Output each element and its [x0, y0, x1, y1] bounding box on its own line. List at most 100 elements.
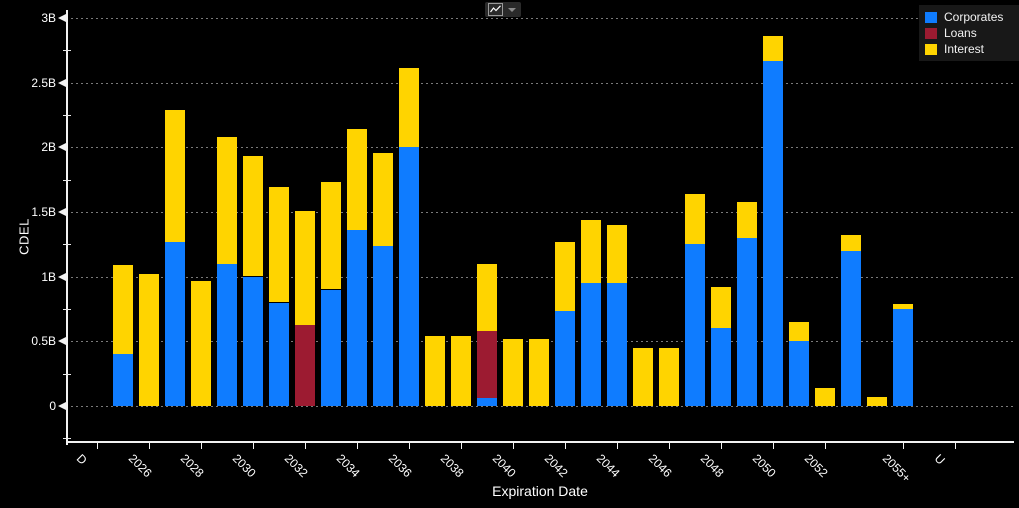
bar-segment-corporates-2049[interactable] — [737, 238, 757, 406]
x-tick — [201, 443, 202, 449]
bar-segment-corporates-2047[interactable] — [685, 244, 705, 406]
x-tick — [253, 443, 254, 449]
bar-segment-corporates-2029[interactable] — [217, 264, 237, 406]
bar-segment-loans-2039[interactable] — [477, 331, 497, 398]
bar-segment-interest-2047[interactable] — [685, 194, 705, 244]
x-tick — [97, 443, 98, 449]
x-tick-label: 2038 — [437, 451, 467, 481]
bar-segment-interest-2042[interactable] — [555, 242, 575, 311]
bar-segment-interest-2041[interactable] — [529, 339, 549, 406]
bar-segment-interest-2029[interactable] — [217, 137, 237, 264]
x-tick — [461, 443, 462, 449]
bar-segment-interest-2032[interactable] — [295, 211, 315, 325]
x-tick-label: 2028 — [177, 451, 207, 481]
y-tick-label: 0.5B — [31, 334, 56, 348]
y-minor-tick — [63, 50, 71, 51]
x-tick — [409, 443, 410, 449]
bar-segment-corporates-2034[interactable] — [347, 230, 367, 406]
x-tick-label: 2050 — [749, 451, 779, 481]
gridline — [66, 83, 1014, 84]
bar-segment-corporates-2033[interactable] — [321, 290, 341, 406]
bar-segment-interest-2025[interactable] — [113, 265, 133, 354]
legend-item-loans[interactable]: Loans — [925, 25, 1019, 41]
legend-label: Corporates — [944, 9, 1004, 24]
x-tick-label: 2055+ — [879, 451, 914, 486]
bar-segment-interest-2046[interactable] — [659, 348, 679, 406]
bar-segment-interest-2054[interactable] — [867, 397, 887, 406]
x-tick — [773, 443, 774, 449]
bar-segment-interest-2028[interactable] — [191, 281, 211, 406]
x-tick-label: 2040 — [489, 451, 519, 481]
bar-segment-interest-2052[interactable] — [815, 388, 835, 406]
bar-segment-interest-2031[interactable] — [269, 187, 289, 302]
bar-segment-loans-2032[interactable] — [295, 325, 315, 406]
line-chart-icon — [488, 3, 503, 16]
bar-segment-interest-2035[interactable] — [373, 153, 393, 246]
bar-segment-interest-2055+[interactable] — [893, 304, 913, 309]
bar-segment-corporates-2036[interactable] — [399, 147, 419, 406]
interest-swatch — [925, 43, 937, 55]
x-tick-label: 2046 — [645, 451, 675, 481]
bar-segment-corporates-2035[interactable] — [373, 246, 393, 406]
x-axis-line — [66, 441, 1014, 443]
y-tick-arrow — [58, 273, 66, 281]
bar-segment-corporates-2051[interactable] — [789, 341, 809, 406]
bar-segment-corporates-2043[interactable] — [581, 283, 601, 406]
x-tick — [617, 443, 618, 449]
y-tick-arrow — [58, 208, 66, 216]
gridline — [66, 147, 1014, 148]
x-tick-label: 2044 — [593, 451, 623, 481]
y-tick-label: 1B — [41, 270, 56, 284]
bar-segment-corporates-2039[interactable] — [477, 398, 497, 406]
bar-segment-corporates-2031[interactable] — [269, 303, 289, 406]
legend-item-corporates[interactable]: Corporates — [925, 9, 1019, 25]
x-tick-label: 2048 — [697, 451, 727, 481]
bar-segment-corporates-2050[interactable] — [763, 61, 783, 406]
bar-segment-interest-2051[interactable] — [789, 322, 809, 341]
bar-segment-corporates-2044[interactable] — [607, 283, 627, 406]
bar-segment-interest-2053[interactable] — [841, 235, 861, 251]
x-tick-label: D — [73, 451, 90, 468]
bar-segment-interest-2045[interactable] — [633, 348, 653, 406]
bar-segment-interest-2027[interactable] — [165, 110, 185, 242]
bar-segment-interest-2040[interactable] — [503, 339, 523, 406]
bar-segment-interest-2048[interactable] — [711, 287, 731, 328]
bar-segment-corporates-2042[interactable] — [555, 310, 575, 406]
legend: Corporates Loans Interest — [919, 5, 1019, 61]
bar-segment-corporates-2030[interactable] — [243, 277, 263, 406]
bar-segment-interest-2043[interactable] — [581, 220, 601, 283]
x-tick-label: 2032 — [281, 451, 311, 481]
chart-type-button[interactable] — [485, 2, 521, 17]
bar-segment-interest-2037[interactable] — [425, 336, 445, 406]
bar-segment-interest-2050[interactable] — [763, 36, 783, 61]
chevron-down-icon — [508, 7, 516, 12]
bar-segment-interest-2039[interactable] — [477, 264, 497, 331]
bar-segment-interest-2036[interactable] — [399, 68, 419, 147]
bar-segment-interest-2034[interactable] — [347, 129, 367, 230]
bar-segment-interest-2030[interactable] — [243, 156, 263, 276]
x-tick — [825, 443, 826, 449]
y-minor-tick — [63, 438, 71, 439]
bar-segment-interest-2044[interactable] — [607, 225, 627, 283]
legend-label: Interest — [944, 41, 985, 56]
bar-segment-corporates-2055+[interactable] — [893, 309, 913, 406]
bar-segment-interest-2026[interactable] — [139, 274, 159, 406]
bar-segment-corporates-2027[interactable] — [165, 242, 185, 406]
bar-segment-interest-2049[interactable] — [737, 202, 757, 238]
y-tick-arrow — [58, 143, 66, 151]
x-tick-label: 2034 — [333, 451, 363, 481]
x-tick — [305, 443, 306, 449]
bar-segment-corporates-2053[interactable] — [841, 251, 861, 406]
y-tick-label: 3B — [41, 11, 56, 25]
y-tick-label: 1.5B — [31, 205, 56, 219]
x-tick-label: U — [931, 451, 948, 468]
bar-segment-interest-2033[interactable] — [321, 182, 341, 289]
y-minor-tick — [63, 244, 71, 245]
y-tick-label: 2.5B — [31, 76, 56, 90]
bar-segment-interest-2038[interactable] — [451, 336, 471, 406]
gridline — [66, 277, 1014, 278]
bar-segment-corporates-2025[interactable] — [113, 354, 133, 406]
bar-segment-corporates-2048[interactable] — [711, 328, 731, 406]
x-tick — [513, 443, 514, 449]
legend-item-interest[interactable]: Interest — [925, 41, 1019, 57]
